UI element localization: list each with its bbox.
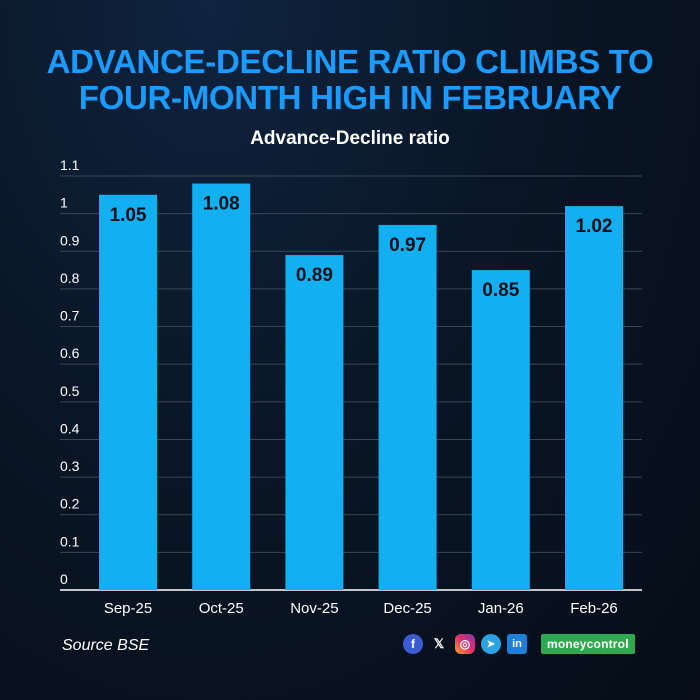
y-tick-label: 0 (60, 571, 68, 587)
bar (378, 224, 437, 590)
x-tick-label: Jan-26 (478, 600, 524, 617)
bar (565, 206, 623, 591)
x-icon[interactable]: 𝕏 (433, 636, 445, 651)
y-tick-label: 0.6 (60, 345, 80, 361)
facebook-icon[interactable]: f (403, 634, 423, 654)
bar-value-label: 1.02 (576, 216, 613, 237)
chart-title: ADVANCE-DECLINE RATIO CLIMBS TO FOUR-MON… (0, 44, 700, 116)
brand-logo: moneycontrol (541, 634, 635, 654)
y-tick-label: 0.5 (60, 383, 80, 399)
bar-value-label: 0.89 (296, 265, 333, 286)
y-tick-label: 0.3 (60, 458, 80, 474)
y-tick-label: 1.1 (60, 157, 80, 173)
linkedin-icon[interactable]: in (507, 634, 527, 654)
title-line-1: ADVANCE-DECLINE RATIO CLIMBS TO (46, 43, 654, 80)
bar (471, 270, 530, 590)
y-tick-label: 0.2 (60, 496, 80, 512)
y-tick-label: 0.4 (60, 420, 80, 436)
bar (99, 194, 157, 590)
bar-value-label: 0.85 (482, 280, 519, 301)
bar-value-label: 1.05 (110, 205, 147, 226)
instagram-icon[interactable]: ◎ (455, 634, 475, 654)
y-tick-label: 0.1 (60, 533, 80, 549)
chart-subtitle: Advance-Decline ratio (250, 128, 450, 149)
x-tick-label: Sep-25 (104, 600, 152, 617)
y-tick-label: 1 (60, 195, 68, 211)
source-note: Source BSE (62, 637, 150, 654)
bar-value-label: 1.08 (203, 194, 240, 215)
x-tick-label: Oct-25 (199, 600, 244, 617)
x-tick-label: Dec-25 (383, 600, 431, 617)
x-tick-label: Feb-26 (570, 600, 618, 617)
bar-value-label: 0.97 (389, 235, 426, 256)
y-tick-label: 0.8 (60, 270, 80, 286)
telegram-icon[interactable]: ➤ (481, 634, 501, 654)
y-tick-label: 0.9 (60, 232, 80, 248)
social-icons: f 𝕏 ◎ ➤ in (403, 634, 527, 654)
x-tick-label: Nov-25 (290, 600, 338, 617)
bar (192, 183, 251, 590)
bar (285, 255, 344, 590)
title-line-2: FOUR-MONTH HIGH IN FEBRUARY (78, 79, 622, 116)
y-tick-label: 0.7 (60, 308, 80, 324)
